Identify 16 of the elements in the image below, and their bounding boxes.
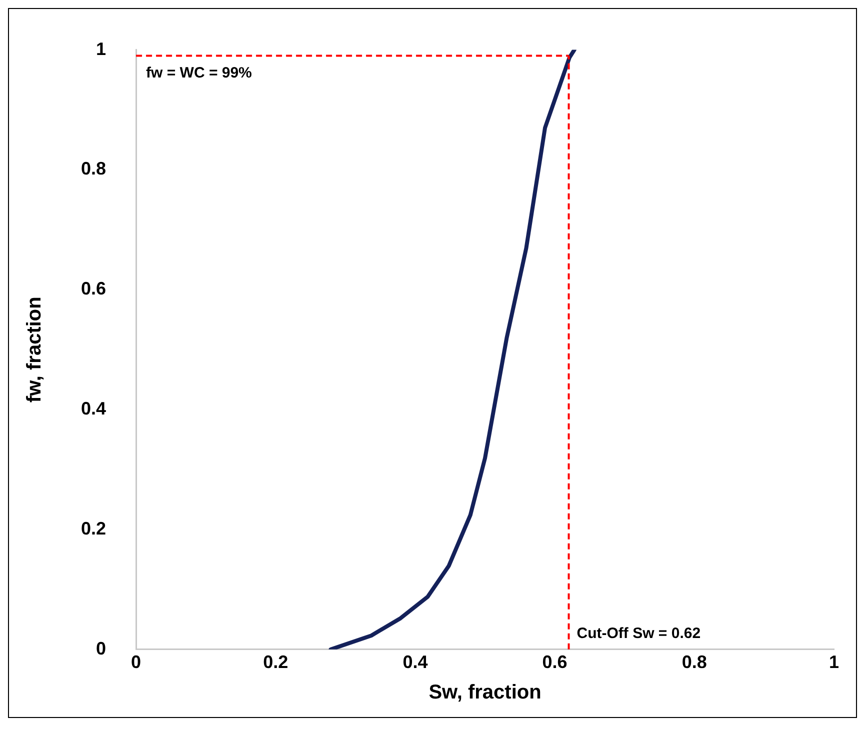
y-tick-label: 0.8	[80, 158, 106, 179]
x-tick-label: 0.2	[263, 652, 288, 672]
y-tick-label: 0	[96, 638, 106, 658]
x-tick-label: 1	[828, 652, 840, 672]
y-tick-label: 0.4	[80, 398, 106, 419]
x-tick-label: 0.8	[682, 652, 707, 672]
ref-line-label: fw = WC = 99%	[146, 64, 252, 82]
y-tick-label: 0.6	[80, 278, 106, 299]
x-axis-title: Sw, fraction	[428, 682, 542, 704]
y-axis-title: fw, fraction	[24, 296, 46, 403]
y-tick-label: 1	[96, 38, 106, 59]
ref-line-label: Cut-Off Sw = 0.62	[576, 625, 701, 642]
x-tick-label: 0.4	[402, 652, 428, 672]
y-tick-label: 0.2	[80, 518, 106, 538]
x-tick-label: 0.6	[542, 652, 568, 672]
x-tick-label: 0	[131, 652, 142, 672]
